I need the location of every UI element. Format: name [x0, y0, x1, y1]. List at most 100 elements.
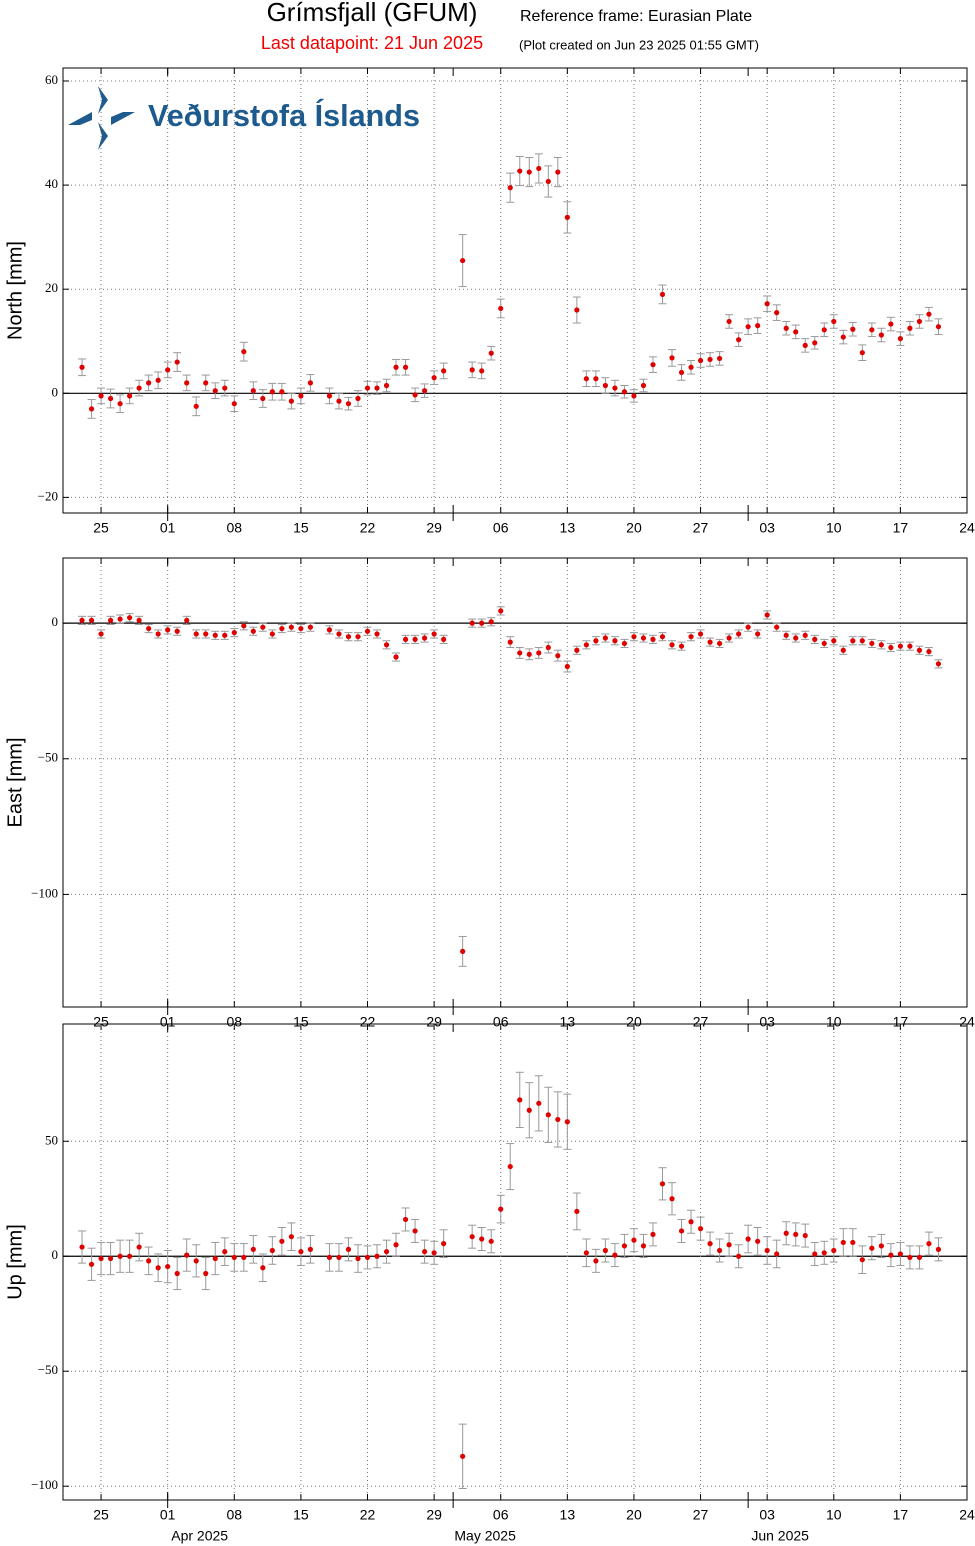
data-point [774, 310, 780, 316]
data-point [155, 1265, 161, 1271]
y-axis-label: North [mm] [4, 241, 26, 340]
data-point [155, 377, 161, 383]
data-point [631, 393, 637, 399]
data-point [564, 663, 570, 670]
data-point [307, 624, 314, 630]
data-point [507, 185, 513, 191]
data-point [574, 307, 580, 313]
x-tick-label: 03 [759, 1014, 775, 1030]
data-point [831, 638, 837, 644]
data-point [117, 616, 123, 622]
data-point [897, 336, 903, 342]
data-point [279, 625, 285, 632]
data-point [326, 393, 333, 399]
data-point [469, 1234, 475, 1240]
x-tick-label: 06 [493, 520, 509, 536]
data-point [241, 623, 247, 629]
data-point [165, 627, 171, 633]
data-point [203, 380, 209, 386]
data-point [107, 617, 114, 623]
data-point [336, 1254, 342, 1261]
data-point [469, 620, 475, 626]
data-point [155, 631, 161, 637]
data-point [583, 642, 589, 648]
y-tick-label: 0 [52, 384, 59, 399]
data-point [250, 388, 256, 394]
data-point [755, 631, 761, 637]
data-point [412, 392, 418, 398]
data-point [146, 380, 152, 386]
data-point [726, 1242, 732, 1248]
data-point [412, 636, 418, 642]
data-point [697, 1226, 704, 1232]
data-point [298, 393, 304, 399]
data-point [764, 301, 770, 307]
x-tick-label: 22 [360, 520, 376, 536]
x-tick-label: 25 [93, 1507, 109, 1523]
data-point [212, 388, 218, 394]
data-point [222, 1249, 228, 1255]
x-tick-label: 08 [226, 1014, 242, 1030]
data-point [136, 385, 142, 391]
data-point [669, 355, 675, 361]
data-point [707, 639, 713, 645]
data-point [935, 324, 942, 330]
data-point [907, 325, 913, 331]
data-point [288, 624, 294, 630]
data-point [602, 635, 609, 641]
x-tick-label: 08 [226, 1507, 242, 1523]
data-point [526, 169, 532, 175]
x-tick-label: 01 [160, 520, 176, 536]
x-tick-label: 29 [426, 520, 442, 536]
data-point [907, 643, 913, 649]
data-point [850, 1239, 856, 1246]
x-tick-label: 27 [693, 1014, 709, 1030]
data-point [593, 638, 599, 644]
data-point [260, 1265, 266, 1271]
data-point [764, 612, 770, 618]
data-point [422, 388, 428, 394]
x-tick-label: 27 [693, 520, 709, 536]
x-tick-label: 03 [759, 1507, 775, 1523]
y-tick-label: 40 [45, 176, 58, 191]
data-point [250, 628, 256, 634]
x-tick-label: 01 [160, 1014, 176, 1030]
data-point [517, 168, 523, 174]
data-point [298, 1249, 304, 1255]
data-point [517, 650, 523, 656]
data-point [431, 375, 437, 381]
x-tick-label: 24 [959, 1014, 975, 1030]
data-point [174, 1270, 180, 1277]
data-point [441, 636, 447, 642]
data-point [869, 640, 875, 647]
data-point [193, 1258, 199, 1264]
data-point [146, 625, 152, 632]
panel: East [mm] −100 −50 0 25 01 08 15 22 29 06 13 20 27 03 1… [4, 557, 975, 1030]
data-point [212, 1255, 218, 1262]
data-point [127, 615, 133, 621]
data-point [79, 364, 85, 370]
data-point [184, 380, 190, 386]
data-point [203, 1270, 209, 1277]
data-point [555, 169, 561, 175]
data-point [850, 638, 856, 644]
data-point [659, 291, 666, 298]
data-point [650, 362, 656, 368]
month-label: Apr 2025 [171, 1528, 228, 1544]
data-point [935, 1246, 942, 1252]
data-point [821, 640, 827, 647]
data-point [831, 318, 837, 325]
data-point [859, 638, 865, 644]
data-point [678, 643, 685, 649]
data-point [926, 648, 932, 655]
data-point [374, 631, 380, 637]
data-point [231, 630, 237, 636]
data-point [165, 367, 171, 373]
data-point [374, 385, 380, 391]
data-point [812, 1251, 818, 1257]
x-tick-label: 29 [426, 1014, 442, 1030]
data-point [526, 651, 532, 657]
y-tick-label: −20 [38, 488, 58, 503]
x-tick-label: 01 [160, 1507, 176, 1523]
data-point [669, 1196, 675, 1202]
